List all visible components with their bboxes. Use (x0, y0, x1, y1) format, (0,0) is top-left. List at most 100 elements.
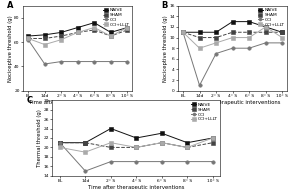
CCI (186, 160, 189, 163)
Line: CCI+LLLT: CCI+LLLT (26, 26, 129, 46)
CCI (59, 60, 63, 63)
CCI (109, 60, 113, 63)
CCI (76, 60, 79, 63)
Line: CCI: CCI (58, 141, 215, 173)
Line: NAIVE: NAIVE (26, 21, 129, 38)
SHAM (247, 31, 251, 33)
CCI (231, 47, 234, 49)
CCI+LLLT (264, 26, 267, 28)
Y-axis label: Nociceptive threshold (g): Nociceptive threshold (g) (163, 15, 168, 82)
Text: A: A (7, 2, 13, 10)
NAIVE (126, 26, 129, 29)
Line: CCI+LLLT: CCI+LLLT (58, 136, 215, 154)
Line: SHAM: SHAM (58, 141, 215, 149)
SHAM (76, 31, 79, 33)
CCI (280, 42, 284, 44)
X-axis label: Time after therapeutic interventions: Time after therapeutic interventions (88, 185, 184, 189)
CCI (135, 160, 138, 163)
CCI+LLLT (186, 146, 189, 149)
Legend: NAIVE, SHAM, CCI, CCI+LLLT: NAIVE, SHAM, CCI, CCI+LLLT (191, 102, 218, 122)
SHAM (280, 31, 284, 33)
SHAM (160, 142, 164, 144)
CCI+LLLT (59, 39, 63, 41)
CCI (58, 142, 61, 144)
Line: NAIVE: NAIVE (181, 20, 284, 34)
SHAM (135, 146, 138, 149)
CCI+LLLT (181, 31, 185, 33)
SHAM (126, 29, 129, 31)
NAIVE (264, 26, 267, 28)
SHAM (109, 146, 113, 149)
Y-axis label: Thermal threshold (g): Thermal threshold (g) (37, 109, 42, 167)
NAIVE (186, 142, 189, 144)
CCI+LLLT (198, 47, 201, 49)
Line: SHAM: SHAM (181, 30, 284, 39)
Line: NAIVE: NAIVE (58, 127, 215, 144)
NAIVE (59, 31, 63, 33)
Line: CCI+LLLT: CCI+LLLT (181, 25, 284, 50)
Text: C: C (27, 96, 33, 105)
CCI (247, 47, 251, 49)
NAIVE (247, 20, 251, 23)
CCI+LLLT (214, 42, 218, 44)
CCI+LLLT (231, 36, 234, 39)
CCI+LLLT (26, 37, 30, 40)
NAIVE (198, 31, 201, 33)
Legend: NAIVE, SHAM, CCI, CCI+LLLT: NAIVE, SHAM, CCI, CCI+LLLT (257, 8, 285, 27)
Y-axis label: Nociceptive threshold (g): Nociceptive threshold (g) (8, 15, 13, 82)
CCI (109, 160, 113, 163)
SHAM (43, 37, 46, 40)
CCI (126, 60, 129, 63)
CCI+LLLT (126, 26, 129, 29)
CCI+LLLT (211, 137, 215, 139)
SHAM (26, 37, 30, 40)
CCI (43, 63, 46, 65)
CCI (211, 160, 215, 163)
NAIVE (181, 31, 185, 33)
Legend: NAIVE, SHAM, CCI, CCI+LLLT: NAIVE, SHAM, CCI, CCI+LLLT (102, 8, 130, 27)
NAIVE (231, 20, 234, 23)
CCI+LLLT (109, 35, 113, 37)
CCI (198, 84, 201, 87)
CCI+LLLT (135, 146, 138, 149)
SHAM (59, 35, 63, 37)
NAIVE (211, 137, 215, 139)
NAIVE (214, 31, 218, 33)
SHAM (109, 35, 113, 37)
SHAM (181, 31, 185, 33)
NAIVE (58, 142, 61, 144)
CCI+LLLT (93, 26, 96, 29)
CCI (264, 42, 267, 44)
NAIVE (109, 127, 113, 130)
CCI+LLLT (43, 43, 46, 46)
SHAM (186, 146, 189, 149)
X-axis label: Time after therapeutic interventions: Time after therapeutic interventions (30, 100, 126, 105)
NAIVE (43, 34, 46, 36)
NAIVE (109, 31, 113, 33)
CCI+LLLT (76, 31, 79, 33)
CCI+LLLT (160, 142, 164, 144)
CCI+LLLT (247, 36, 251, 39)
NAIVE (135, 137, 138, 139)
SHAM (264, 31, 267, 33)
Line: SHAM: SHAM (26, 28, 129, 40)
CCI (181, 31, 185, 33)
CCI+LLLT (280, 36, 284, 39)
CCI+LLLT (109, 142, 113, 144)
CCI (214, 52, 218, 55)
SHAM (93, 29, 96, 31)
X-axis label: Time after therapeutic interventions: Time after therapeutic interventions (184, 100, 281, 105)
SHAM (231, 31, 234, 33)
SHAM (211, 142, 215, 144)
SHAM (198, 36, 201, 39)
NAIVE (160, 132, 164, 134)
NAIVE (93, 22, 96, 24)
SHAM (58, 142, 61, 144)
CCI+LLLT (58, 146, 61, 149)
CCI (26, 39, 30, 41)
Line: CCI: CCI (26, 38, 129, 66)
Line: CCI: CCI (181, 30, 284, 87)
CCI (93, 60, 96, 63)
CCI (160, 160, 164, 163)
NAIVE (26, 35, 30, 37)
